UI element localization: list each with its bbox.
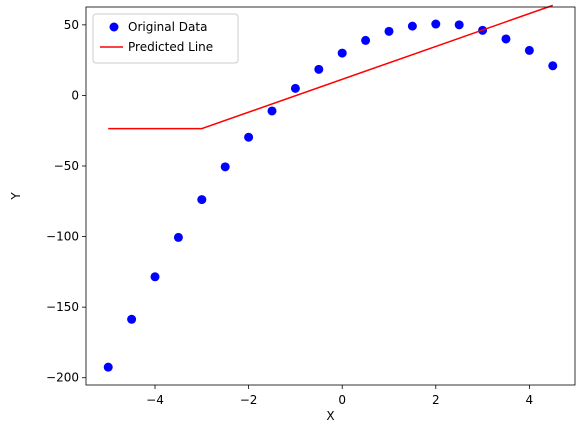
- data-point: [314, 64, 324, 74]
- data-point: [384, 26, 394, 36]
- data-point: [127, 314, 137, 324]
- y-tick-label: −150: [46, 300, 79, 314]
- legend-box: [92, 13, 239, 64]
- data-point: [431, 19, 441, 29]
- data-point: [197, 195, 207, 205]
- data-point: [524, 45, 534, 55]
- data-point: [103, 362, 113, 372]
- plot-frame: [85, 6, 576, 386]
- x-tick-label: −4: [146, 393, 164, 407]
- x-tick-label: −2: [240, 393, 258, 407]
- data-point: [173, 232, 183, 242]
- y-axis: 50 0 −50 −100 −150 −200: [46, 18, 86, 385]
- y-tick-label: −100: [46, 230, 79, 244]
- data-point: [150, 272, 160, 282]
- y-tick-label: 50: [64, 18, 79, 32]
- x-tick-label: 0: [338, 393, 346, 407]
- x-axis-title: X: [326, 409, 334, 423]
- data-point: [501, 34, 511, 44]
- legend-label-original-data: Original Data: [128, 20, 207, 34]
- data-point: [337, 48, 347, 58]
- x-tick-label: 4: [526, 393, 534, 407]
- data-point: [244, 132, 254, 142]
- y-tick-label: −50: [54, 159, 79, 173]
- legend-label-predicted-line: Predicted Line: [128, 40, 213, 54]
- y-tick-label: −200: [46, 371, 79, 385]
- legend: Original Data Predicted Line: [92, 13, 239, 64]
- x-axis: −4 −2 0 2 4: [146, 385, 533, 407]
- data-point: [361, 35, 371, 45]
- data-point: [454, 20, 464, 30]
- plot-marks: [103, 4, 558, 372]
- data-point: [290, 83, 300, 93]
- legend-marker-original-data: [109, 22, 119, 32]
- data-point: [407, 21, 417, 31]
- x-tick-label: 2: [432, 393, 440, 407]
- predicted-line: [108, 4, 554, 130]
- data-point: [548, 61, 558, 71]
- y-axis-title: Y: [9, 192, 23, 201]
- y-tick-label: 0: [71, 88, 79, 102]
- data-point: [220, 162, 230, 172]
- data-point: [267, 106, 277, 116]
